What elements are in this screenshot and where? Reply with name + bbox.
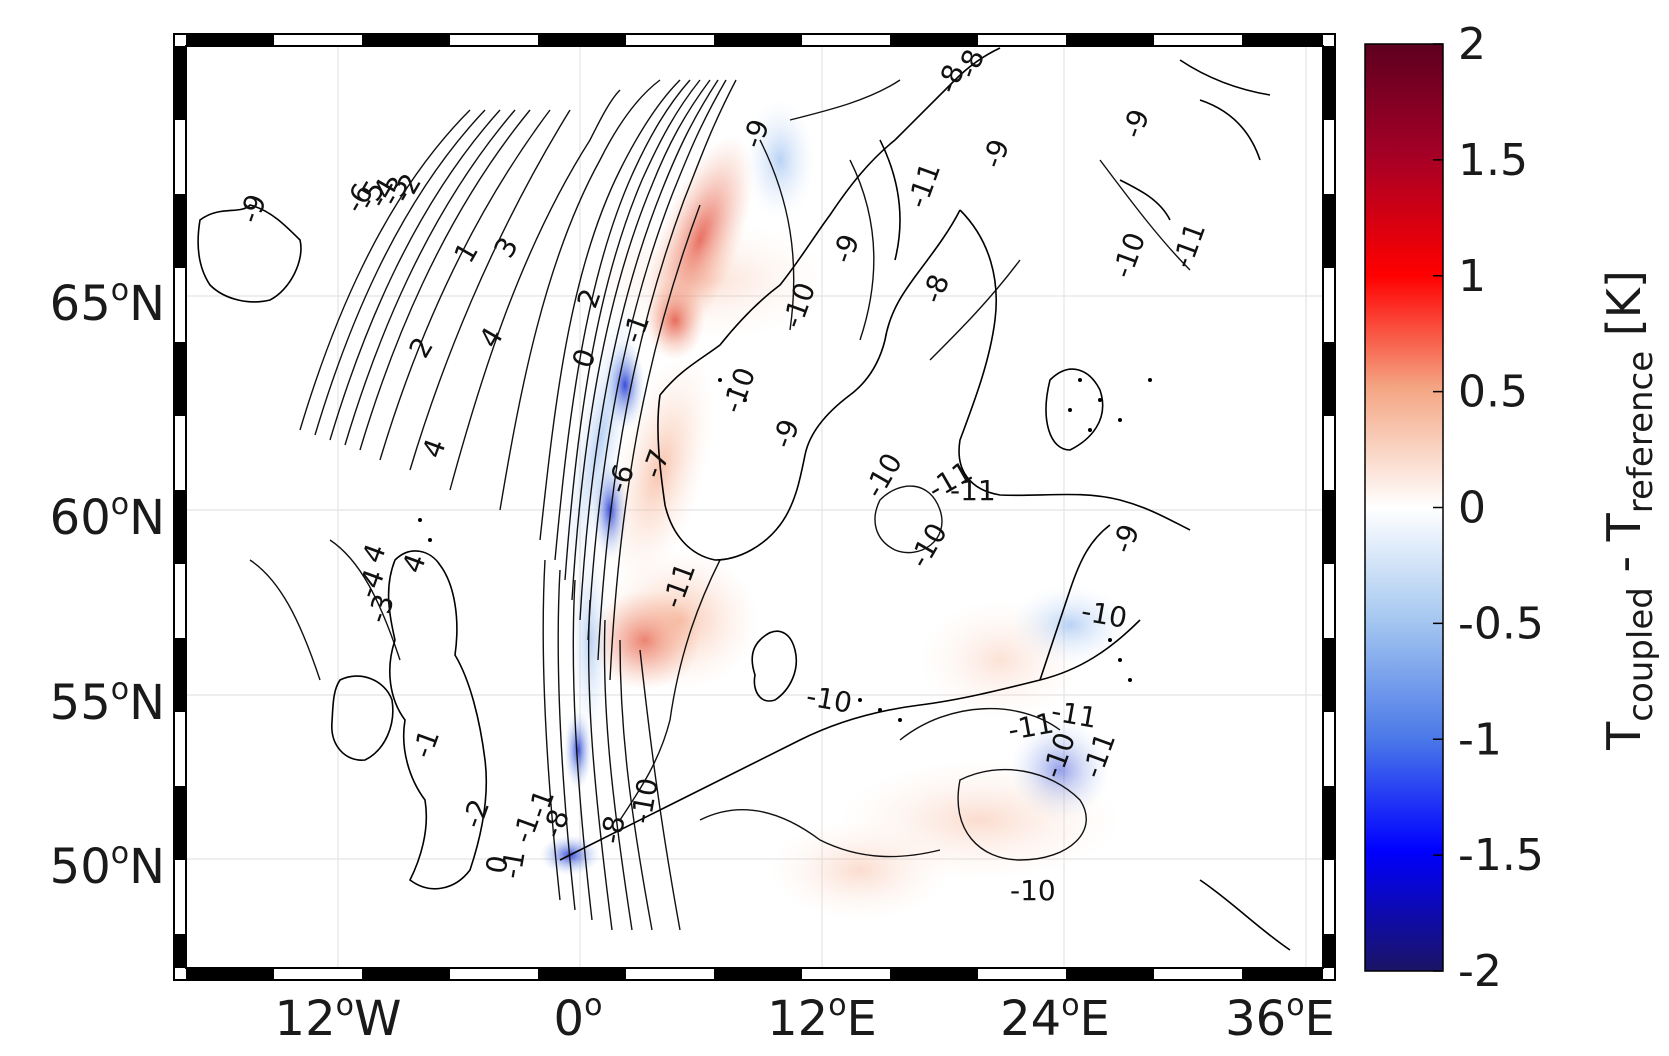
lon-tick-24E: 24oE [1000, 988, 1110, 1047]
contour-label: -10 [1010, 874, 1056, 907]
lat-tick-65N: 65oN [50, 273, 165, 332]
colorbar-title: Tcoupled - Treference [K] [1597, 270, 1661, 751]
contour-label: -10 [1079, 594, 1130, 634]
latitude-labels: 65oN 60oN 55oN 50oN [50, 273, 165, 895]
lon-tick-36E: 36oE [1225, 988, 1335, 1047]
colorbar-tick-label: -2 [1458, 946, 1502, 997]
lat-tick-55N: 55oN [50, 672, 165, 731]
contour-label: -10 [804, 679, 855, 719]
colorbar-tick-label: -1.5 [1458, 830, 1544, 881]
contour-label: -11 [950, 474, 996, 507]
colorbar-gradient [1364, 43, 1444, 972]
colorbar-tick-label: 0.5 [1458, 367, 1528, 418]
coastlines [197, 47, 1291, 951]
lon-tick-0: 0o [554, 988, 603, 1047]
contour-label: -10 [624, 775, 664, 826]
colorbar-tick-label: 1 [1458, 251, 1486, 302]
lat-tick-60N: 60oN [50, 487, 165, 546]
colorbar-ticks: 2 1.5 1 0.5 0 -0.5 -1 -1.5 -2 [1433, 19, 1544, 997]
colorbar-tick-label: -1 [1458, 714, 1502, 765]
contour-label: -11 [1049, 694, 1100, 734]
colorbar-tick-label: 2 [1458, 19, 1486, 70]
colorbar-tick-label: 0 [1458, 483, 1486, 534]
difference-field [540, 100, 1130, 920]
contour-label: 0 [479, 853, 515, 876]
lon-tick-12E: 12oE [767, 988, 877, 1047]
lat-tick-50N: 50oN [50, 836, 165, 895]
temperature-field: -6-5-4-3-21 32 444 4-3-420-1-1-2-9-9-8-11-8… [186, 46, 1323, 968]
contour-label: -8 [594, 813, 631, 846]
contour-lines [249, 79, 1191, 931]
lon-tick-12W: 12oW [275, 988, 402, 1047]
colorbar-tick-label: -0.5 [1458, 598, 1544, 649]
contour-label: -1 [494, 848, 531, 881]
contour-label: -11 [1005, 706, 1056, 746]
colorbar: 2 1.5 1 0.5 0 -0.5 -1 -1.5 -2 Tcoupled - Trefere… [1364, 19, 1661, 997]
longitude-labels: 12oW 0o 12oE 24oE 36oE [275, 988, 1335, 1047]
map-frame [173, 33, 1336, 981]
coast-detail [418, 378, 1152, 802]
colorbar-tick-label: 1.5 [1458, 135, 1528, 186]
